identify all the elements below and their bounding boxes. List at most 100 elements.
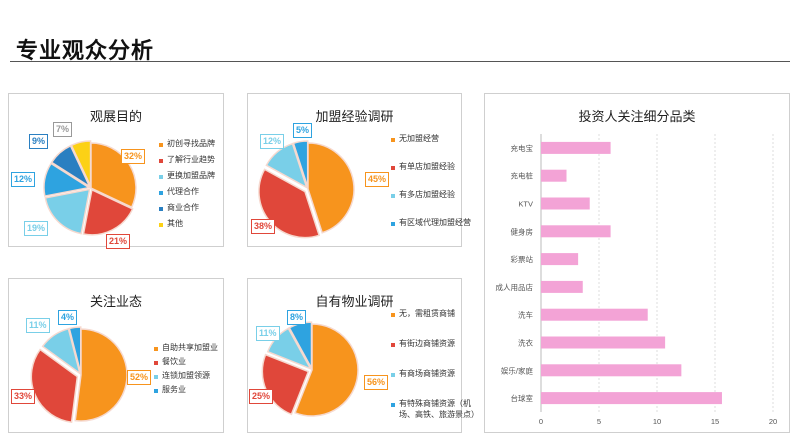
data-label: 11% [256,326,280,341]
data-label: 4% [58,310,78,325]
legend-item: 连锁加盟领源 [154,371,238,382]
pie-slice [43,162,92,197]
legend-item: 代理合作 [159,187,243,198]
bar [541,141,611,154]
pie-slice [74,328,128,422]
pie-slice [50,144,92,189]
legend-item: 无，需租赁商铺 [391,309,475,320]
pie-slice [82,188,134,236]
data-label: 38% [251,219,276,234]
data-label: 11% [26,318,50,333]
pie-slice [68,326,82,374]
pie-slice [44,188,91,235]
legend-label: 有特殊商铺资源（机场、高铁、旅游景点） [399,399,479,419]
legend-label: 无，需租赁商铺 [399,309,455,318]
data-label: 21% [106,234,131,249]
chart-title: 观展目的 [89,109,142,124]
data-label: 7% [53,122,73,137]
pie-slice [292,140,309,188]
x-tick-label: 10 [653,417,661,426]
y-tick-label: 成人用品店 [496,282,534,292]
pie-chart [261,321,359,417]
y-tick-label: KTV [518,200,533,209]
legend-marker [159,207,163,211]
legend-marker [154,375,158,379]
legend-label: 自助共享加盟业 [162,343,218,352]
y-tick-label: 洗车 [518,310,533,320]
chart-panel-investor-categories: 投资人关注细分品类 0 5 10 15 20 充电宝 充电桩 KTV 健身房 彩票站 成人用品店 洗车… [484,93,790,433]
legend-label: 初创寻找品牌 [167,139,215,148]
legend-item: 有街边商铺资源 [391,339,475,350]
bar [541,280,583,293]
legend-marker [391,373,395,377]
pie-chart [258,140,355,239]
legend-label: 有区域代理加盟经营 [399,218,471,227]
data-label: 45% [365,172,390,187]
legend-item: 初创寻找品牌 [159,139,243,150]
legend-label: 更换加盟品牌 [167,171,215,180]
legend-item: 更换加盟品牌 [159,171,243,182]
legend-marker [391,343,395,347]
chart-panel-purpose: 观展目的 32% 初创寻找品牌 21% 了解行业趋势 19% 更换加盟品牌 12% 代理合作 9… [8,93,224,249]
legend-marker [159,143,163,147]
data-label: 12% [260,134,285,149]
y-tick-label: 彩票站 [511,254,534,264]
bar [541,169,567,182]
legend-marker [391,222,395,226]
legend-label: 无加盟经营 [399,134,439,143]
chart-title: 加盟经验调研 [315,109,394,124]
data-label: 25% [249,389,274,404]
legend-marker [154,347,158,351]
pie-slice [294,323,359,417]
chart-title: 自有物业调研 [315,294,394,309]
legend-label: 有多店加盟经验 [399,190,455,199]
y-tick-label: 充电宝 [511,143,534,153]
pie-slice [30,348,79,424]
data-label: 52% [127,370,152,385]
pie-slice [70,140,92,187]
bar [541,197,590,210]
legend-label: 有单店加盟经验 [399,162,455,171]
legend-label: 代理合作 [167,187,199,196]
bar [541,253,579,266]
chart-title: 关注业态 [89,294,142,309]
bar [541,392,722,405]
y-tick-label: 娱乐/家庭 [501,365,534,375]
legend-item: 无加盟经营 [391,134,475,145]
legend-item: 有单店加盟经验 [391,162,475,173]
legend-item: 有多店加盟经验 [391,190,475,201]
chart-panel-franchise-experience: 加盟经验调研 45% 无加盟经营 38% 有单店加盟经验 12% 有多店加盟经验 5% 有区域… [247,93,471,247]
legend-item: 有区域代理加盟经营 [391,218,475,229]
legend-label: 服务业 [162,385,186,394]
pie-slice [307,142,355,234]
legend-label: 其他 [167,219,183,228]
data-label: 56% [364,375,389,390]
page-title: 专业观众分析 [16,38,155,63]
legend-item: 自助共享加盟业 [154,343,238,354]
legend-marker [391,403,395,407]
chart-title: 投资人关注细分品类 [578,109,696,124]
pie-slice [41,327,82,376]
legend-marker [159,175,163,179]
legend-item: 了解行业趋势 [159,155,243,166]
legend-marker [154,361,158,365]
pie-slice [265,142,309,190]
legend-item: 其他 [159,219,243,230]
legend-marker [159,159,163,163]
data-label: 33% [11,389,36,404]
data-label: 8% [287,310,307,325]
bar [541,308,648,321]
y-tick-label: 洗衣 [518,338,533,348]
legend-label: 商业合作 [167,203,199,212]
legend-item: 有商场商铺资源 [391,369,475,380]
y-tick-label: 台球室 [511,393,534,403]
x-tick-label: 5 [597,417,601,426]
y-tick-label: 充电桩 [511,171,534,181]
title-divider [10,61,790,62]
chart-panel-property: 自有物业调研 56% 无，需租赁商铺 25% 有街边商铺资源 11% 有商场商铺资源 8% 有… [247,278,479,433]
pie-chart [30,326,128,424]
legend-label: 了解行业趋势 [167,155,215,164]
legend-marker [391,194,395,198]
legend-marker [391,138,395,142]
y-tick-label: 健身房 [511,226,534,236]
